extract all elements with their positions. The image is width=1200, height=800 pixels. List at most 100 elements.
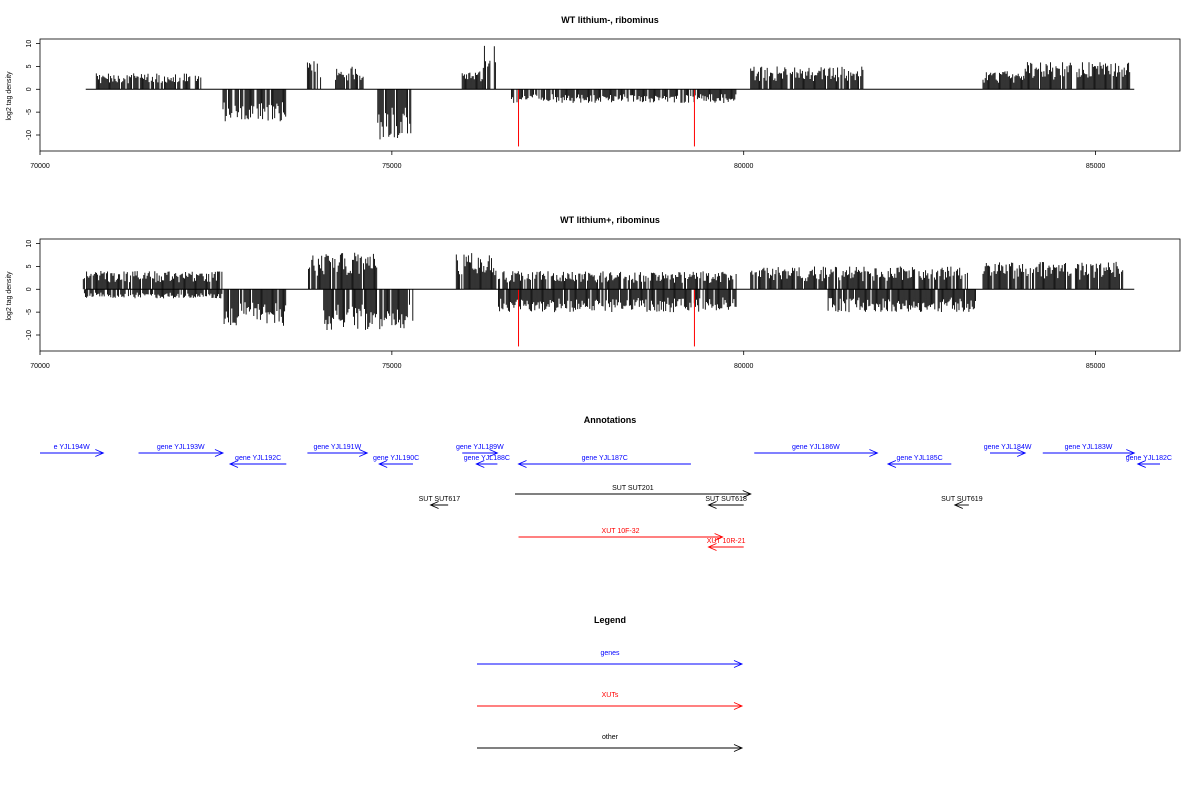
y-tick-label: -10	[26, 130, 33, 140]
annotation-feature: gene YJL186W	[754, 444, 879, 457]
y-tick-label: 10	[26, 240, 33, 248]
y-tick-label: 0	[26, 87, 33, 91]
feature-label: e YJL194W	[54, 444, 90, 451]
feature-label: gene YJL185C	[897, 455, 943, 462]
signal-segment	[498, 289, 737, 313]
arrow-head	[707, 543, 717, 551]
legend-label: genes	[600, 650, 620, 657]
signal-segment	[323, 289, 414, 330]
feature-label: SUT SUT201	[612, 485, 654, 492]
signal-segment	[335, 66, 364, 90]
annotation-items: e YJL194W gene YJL193W gene YJL192C gene YJ…	[40, 444, 1172, 551]
track-panel-lithium-minus: WT lithium-, ribominus log2 tag density …	[6, 15, 1181, 170]
feature-label: gene YJL182C	[1126, 455, 1172, 462]
arrow-head	[228, 460, 239, 468]
feature-label: gene YJL183W	[1065, 444, 1113, 451]
annotation-feature: SUT SUT618	[705, 496, 747, 509]
signal-segment	[482, 45, 496, 90]
y-axis: 10 5 0 -5 -10	[26, 240, 40, 340]
panel-title: WT lithium+, ribominus	[560, 215, 660, 225]
x-axis: 70000 75000 80000 85000	[30, 151, 1105, 170]
legend-item-xut: XUTs	[477, 692, 744, 710]
annotation-feature: gene YJL182C	[1126, 455, 1172, 468]
signal-segment	[982, 71, 1026, 90]
signal-segment	[827, 289, 976, 313]
panel-title: WT lithium-, ribominus	[561, 15, 659, 25]
arrow-head	[869, 449, 879, 457]
feature-label: SUT SUT617	[419, 496, 461, 503]
y-tick-label: -5	[26, 309, 33, 315]
annotation-feature: gene YJL187C	[517, 455, 691, 468]
annotation-feature: SUT SUT617	[419, 496, 461, 509]
feature-label: gene YJL190C	[373, 455, 419, 462]
signal-segment	[95, 73, 202, 90]
signal-segment	[511, 89, 737, 103]
x-tick-label: 85000	[1086, 163, 1106, 170]
x-axis: 70000 75000 80000 85000	[30, 351, 1105, 370]
plot-frame	[39, 238, 1181, 352]
annotation-feature: gene YJL189W	[456, 444, 504, 457]
annotation-feature: gene YJL185C	[886, 455, 952, 468]
feature-label: gene YJL191W	[313, 444, 361, 451]
arrow-head	[517, 460, 527, 468]
plot-frame	[39, 38, 1181, 152]
x-tick-label: 80000	[734, 363, 754, 370]
legend-label: XUTs	[602, 692, 619, 699]
legend-title: Legend	[594, 615, 626, 625]
annotation-feature: gene YJL184W	[984, 444, 1032, 457]
feature-label: SUT SUT619	[941, 496, 983, 503]
feature-label: gene YJL184W	[984, 444, 1032, 451]
annotation-feature: gene YJL193W	[138, 444, 225, 457]
arrow-head	[95, 449, 105, 457]
annotation-feature: gene YJL188C	[464, 455, 510, 468]
legend-item-gene: genes	[477, 650, 744, 668]
legend-label: other	[602, 734, 619, 741]
y-axis: 10 5 0 -5 -10	[26, 40, 40, 140]
signal-segment	[308, 252, 378, 290]
arrow-head	[707, 501, 717, 509]
signal-segment	[83, 289, 223, 299]
arrow-head	[489, 449, 499, 457]
feature-label: gene YJL189W	[456, 444, 504, 451]
signal-segment	[223, 289, 287, 326]
x-tick-label: 70000	[30, 363, 50, 370]
track-panel-lithium-plus: WT lithium+, ribominus log2 tag density …	[6, 215, 1181, 370]
signal-segment	[750, 66, 864, 90]
signal-segment	[455, 253, 497, 290]
x-tick-label: 85000	[1086, 363, 1106, 370]
arrow-head	[1017, 449, 1027, 457]
arrow-head	[714, 533, 724, 541]
arrow-head	[378, 460, 388, 468]
annotation-feature: XUT 10F-32	[518, 528, 724, 541]
signal-segment	[750, 266, 968, 290]
signal-segment	[306, 61, 322, 90]
y-tick-label: 0	[26, 287, 33, 291]
x-tick-label: 80000	[734, 163, 754, 170]
x-tick-label: 75000	[382, 163, 402, 170]
marker-lines	[518, 289, 695, 347]
x-tick-label: 70000	[30, 163, 50, 170]
feature-label: XUT 10F-32	[602, 528, 640, 535]
feature-label: gene YJL193W	[157, 444, 205, 451]
feature-label: XUT 10R-21	[707, 538, 746, 545]
signal-bars	[82, 252, 1124, 330]
arrow-head	[475, 460, 485, 468]
feature-label: gene YJL192C	[235, 455, 281, 462]
y-tick-label: -10	[26, 330, 33, 340]
y-tick-label: 5	[26, 264, 33, 268]
annotation-feature: XUT 10R-21	[707, 538, 746, 551]
arrow-head	[1126, 449, 1136, 457]
arrow-head	[886, 460, 897, 468]
arrow-head	[214, 449, 225, 457]
feature-label: gene YJL187C	[582, 455, 628, 462]
y-tick-label: -5	[26, 109, 33, 115]
annotation-feature: gene YJL191W	[307, 444, 369, 457]
arrow-head	[359, 449, 369, 457]
signal-segment	[498, 271, 737, 290]
arrow-head	[733, 744, 744, 752]
signal-segment	[377, 89, 412, 140]
annotations-title: Annotations	[584, 415, 637, 425]
arrow-head	[733, 660, 744, 668]
annotation-feature: gene YJL183W	[1042, 444, 1136, 457]
